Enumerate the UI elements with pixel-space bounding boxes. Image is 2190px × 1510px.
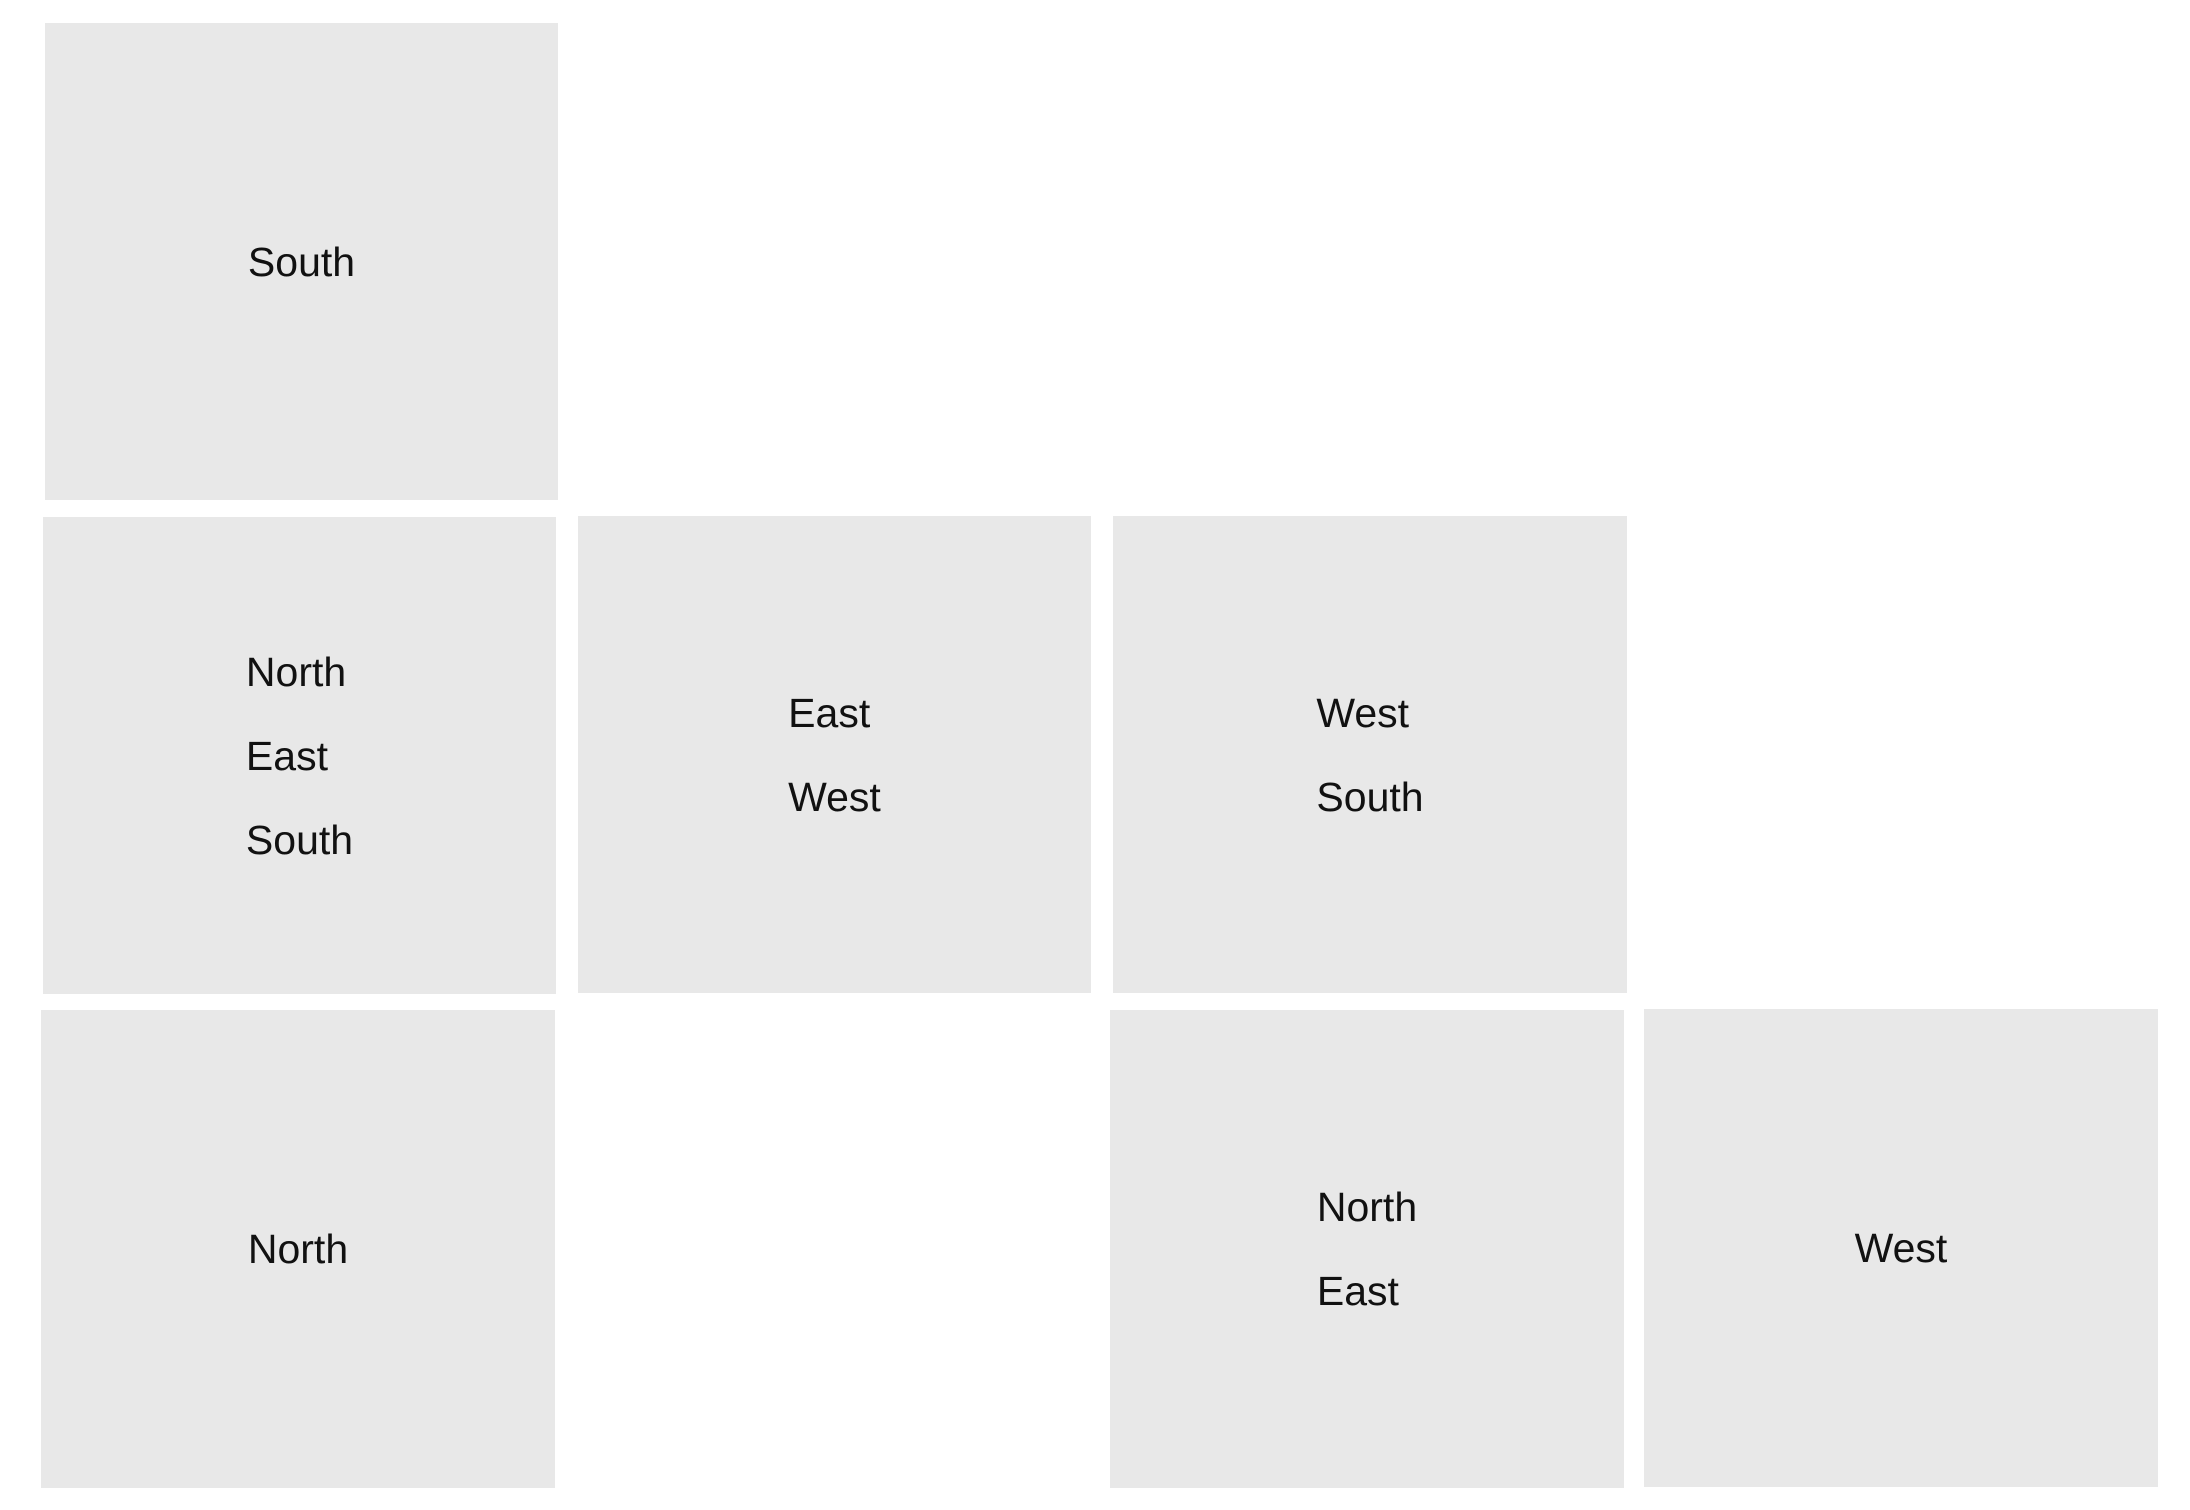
panel-label: South <box>248 199 355 325</box>
panel-label: East West <box>788 650 881 860</box>
panel-label-line: West <box>1854 1225 1948 1271</box>
panel-label-line: West <box>1316 689 1410 736</box>
panel-label: North East South <box>246 609 353 903</box>
panel-label: West <box>1855 1185 1948 1311</box>
panel-label-line: West <box>788 773 881 820</box>
region-panel-east-west: East West <box>578 516 1091 993</box>
panel-label-line: North <box>245 648 347 695</box>
region-panel-west: West <box>1644 1009 2158 1487</box>
panel-label-line: North <box>247 1226 349 1272</box>
panel-label-line: South <box>247 238 356 285</box>
region-panel-west-south: West South <box>1113 516 1627 993</box>
panel-label-line: South <box>245 816 354 863</box>
panel-label-line: North <box>1316 1184 1418 1230</box>
region-panel-north: North <box>41 1010 555 1488</box>
panel-label-line: East <box>245 732 328 779</box>
region-panel-north-east: North East <box>1110 1010 1624 1488</box>
panel-label-line: South <box>1316 773 1424 820</box>
panel-label: North <box>248 1186 348 1312</box>
region-panel-north-east-south: North East South <box>43 517 556 994</box>
panel-label: West South <box>1316 650 1423 860</box>
panel-label-line: East <box>1316 1268 1399 1314</box>
region-panel-south: South <box>45 23 558 500</box>
panel-label-line: East <box>788 689 871 736</box>
panel-label: North East <box>1317 1144 1417 1354</box>
